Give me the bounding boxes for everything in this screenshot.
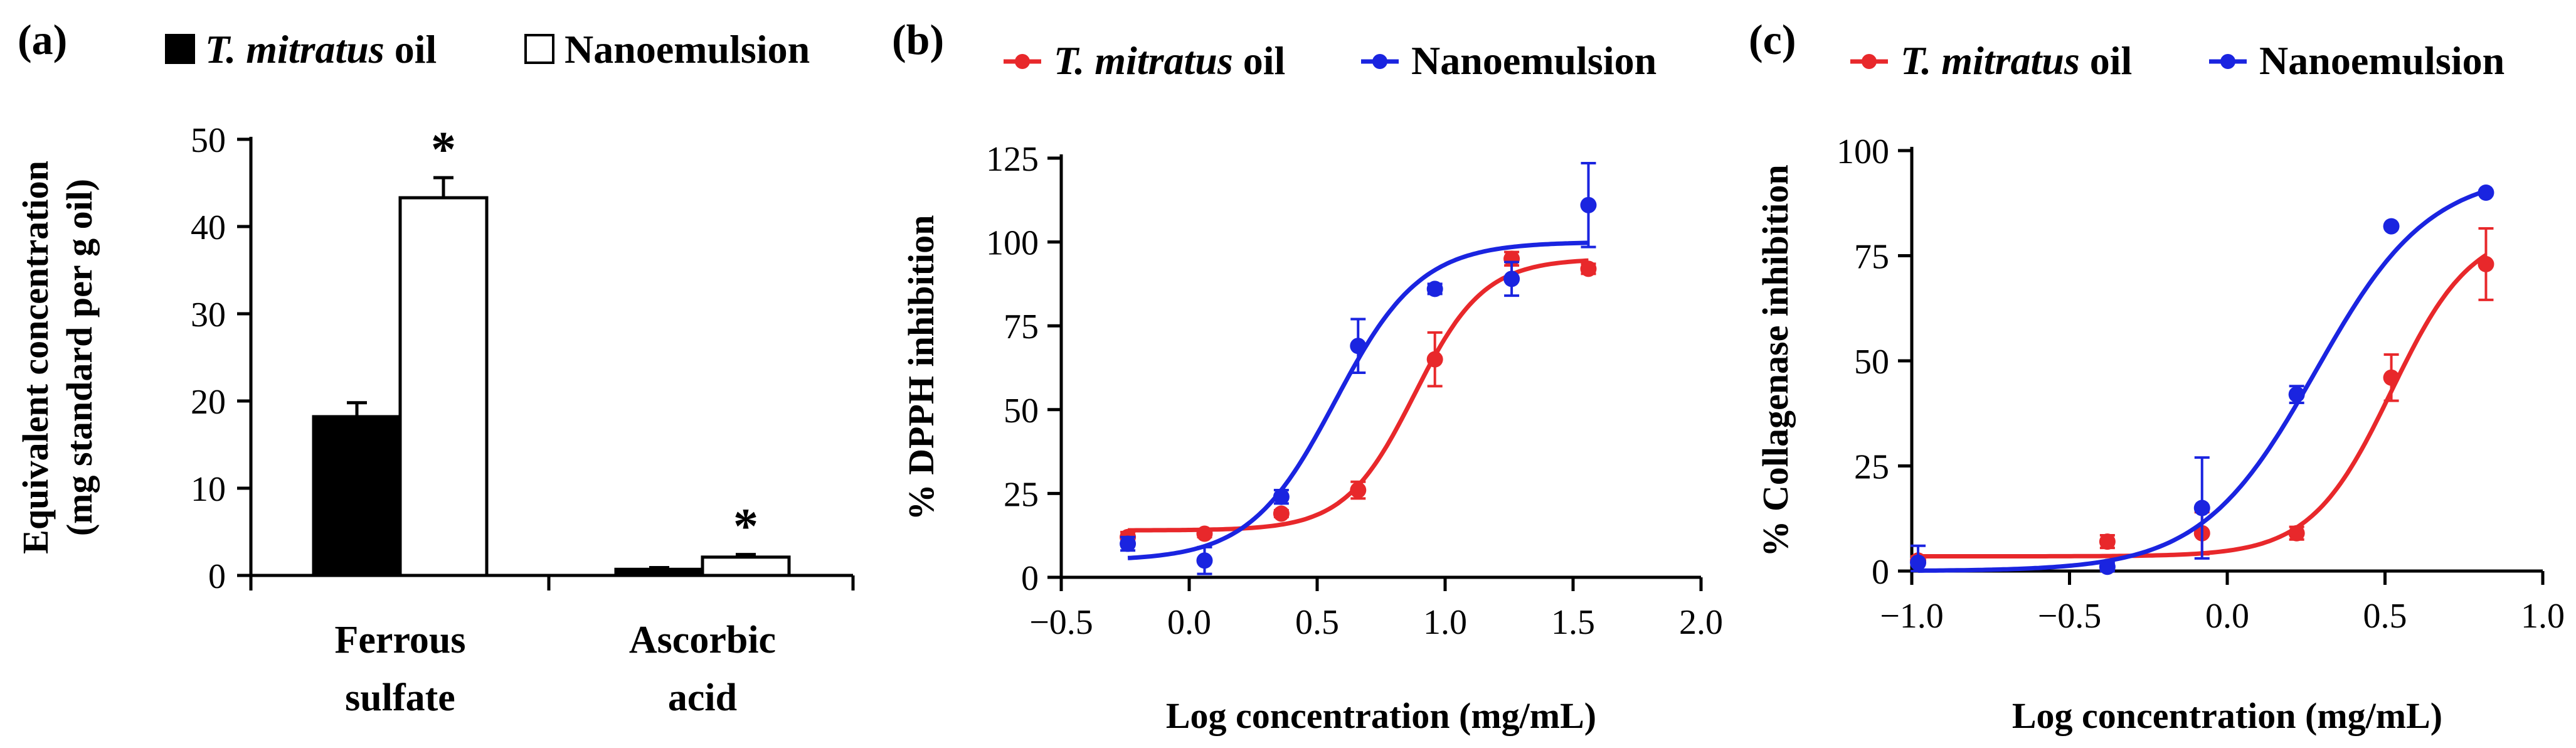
x-axis-title-c: Log concentration (mg/mL) bbox=[2012, 695, 2442, 736]
bar-oil bbox=[614, 567, 704, 577]
data-point-nanoemulsion-b bbox=[1503, 270, 1520, 287]
y-tick-label-b: 125 bbox=[986, 140, 1039, 179]
x-tick-label-c: 0.0 bbox=[2205, 597, 2249, 636]
x-tick-label-c: −0.5 bbox=[2038, 597, 2102, 636]
data-point-nanoemulsion-c bbox=[2478, 184, 2494, 201]
data-point-oil-b bbox=[1426, 351, 1443, 368]
legend-label-c-1: Nanoemulsion bbox=[2259, 38, 2504, 83]
y-tick-label-a: 20 bbox=[191, 383, 226, 422]
y-tick-label-b: 25 bbox=[1004, 475, 1039, 514]
category-label-line1: Ferrous bbox=[335, 619, 466, 661]
bar-oil bbox=[312, 415, 402, 577]
data-point-nanoemulsion-b bbox=[1580, 196, 1597, 213]
y-axis-title-a-line1: Equivalent concentration bbox=[15, 161, 56, 554]
y-tick-label-c: 50 bbox=[1854, 343, 1889, 382]
fit-curve-nanoemulsion-b bbox=[1127, 240, 1589, 560]
legend-label-b-0: T. mitratus oil bbox=[1054, 38, 1285, 83]
panel-label-a: (a) bbox=[18, 16, 67, 63]
y-tick-label-a: 40 bbox=[191, 208, 226, 247]
data-point-oil-b bbox=[1273, 505, 1290, 522]
panel-label-b: (b) bbox=[892, 16, 944, 63]
x-tick-label-b: 1.0 bbox=[1423, 603, 1467, 642]
data-point-oil-c bbox=[2478, 255, 2494, 272]
data-point-oil-c bbox=[2288, 525, 2305, 542]
y-tick-label-c: 100 bbox=[1837, 132, 1889, 171]
y-tick-label-b: 50 bbox=[1004, 392, 1039, 430]
category-label-line2: sulfate bbox=[345, 676, 455, 719]
data-point-nanoemulsion-b bbox=[1120, 535, 1137, 552]
y-tick-label-a: 0 bbox=[208, 557, 226, 596]
data-point-nanoemulsion-c bbox=[2383, 218, 2400, 235]
data-point-oil-b bbox=[1196, 525, 1213, 542]
data-point-oil-c bbox=[2099, 533, 2116, 550]
x-tick-label-b: 0.0 bbox=[1167, 603, 1211, 642]
x-tick-label-c: 0.5 bbox=[2363, 597, 2407, 636]
data-point-oil-c bbox=[2383, 369, 2400, 386]
legend-label-a-0: T. mitratus oil bbox=[205, 27, 437, 72]
legend-label-b-1: Nanoemulsion bbox=[1411, 38, 1656, 83]
data-point-nanoemulsion-c bbox=[2193, 500, 2210, 516]
data-point-nanoemulsion-b bbox=[1196, 552, 1213, 569]
x-tick-label-b: 1.5 bbox=[1551, 603, 1595, 642]
category-label-line1: Ascorbic bbox=[629, 619, 776, 661]
data-point-nanoemulsion-b bbox=[1273, 488, 1290, 505]
data-point-nanoemulsion-b bbox=[1350, 338, 1367, 355]
data-point-oil-b bbox=[1580, 260, 1597, 277]
y-tick-label-a: 10 bbox=[191, 470, 226, 509]
y-tick-label-b: 100 bbox=[986, 224, 1039, 263]
x-tick-label-b: −0.5 bbox=[1029, 603, 1093, 642]
bar-nanoemulsion bbox=[701, 555, 791, 577]
y-tick-label-c: 0 bbox=[1872, 553, 1889, 592]
legend-label-c-0: T. mitratus oil bbox=[1900, 38, 2132, 83]
x-tick-label-c: −1.0 bbox=[1880, 597, 1944, 636]
y-tick-label-a: 50 bbox=[191, 121, 226, 160]
legend-label-a-1: Nanoemulsion bbox=[564, 27, 810, 72]
x-tick-label-b: 2.0 bbox=[1679, 603, 1723, 642]
legend-marker-c-1 bbox=[2220, 54, 2235, 69]
data-point-nanoemulsion-c bbox=[1910, 554, 1927, 571]
x-tick-label-c: 1.0 bbox=[2521, 597, 2565, 636]
y-tick-label-b: 75 bbox=[1004, 307, 1039, 346]
data-point-nanoemulsion-c bbox=[2099, 558, 2116, 575]
legend-marker-c-0 bbox=[1862, 54, 1877, 69]
y-axis-title-c: % Collagenase inhibition bbox=[1755, 164, 1796, 557]
significance-star: * bbox=[733, 500, 758, 555]
x-tick-label-b: 0.5 bbox=[1295, 603, 1339, 642]
x-axis-title-b: Log concentration (mg/mL) bbox=[1166, 695, 1596, 736]
data-point-oil-b bbox=[1350, 482, 1367, 499]
category-label-line2: acid bbox=[668, 676, 737, 719]
legend-swatch-a-0 bbox=[165, 34, 195, 64]
y-tick-label-a: 30 bbox=[191, 296, 226, 334]
bar-nanoemulsion bbox=[398, 196, 489, 577]
legend-swatch-a-1 bbox=[524, 34, 554, 64]
legend-marker-b-0 bbox=[1015, 54, 1030, 69]
y-axis-title-b: % DPPH inhibition bbox=[901, 215, 941, 521]
significance-star: * bbox=[431, 122, 456, 178]
legend-marker-b-1 bbox=[1372, 54, 1387, 69]
data-point-nanoemulsion-b bbox=[1426, 280, 1443, 297]
y-tick-label-b: 0 bbox=[1021, 559, 1039, 598]
y-axis-title-a-line2: (mg standard per g oil) bbox=[59, 179, 100, 536]
y-tick-label-c: 25 bbox=[1854, 448, 1889, 487]
panel-label-c: (c) bbox=[1749, 16, 1796, 63]
data-point-nanoemulsion-c bbox=[2288, 386, 2305, 403]
y-tick-label-c: 75 bbox=[1854, 238, 1889, 277]
